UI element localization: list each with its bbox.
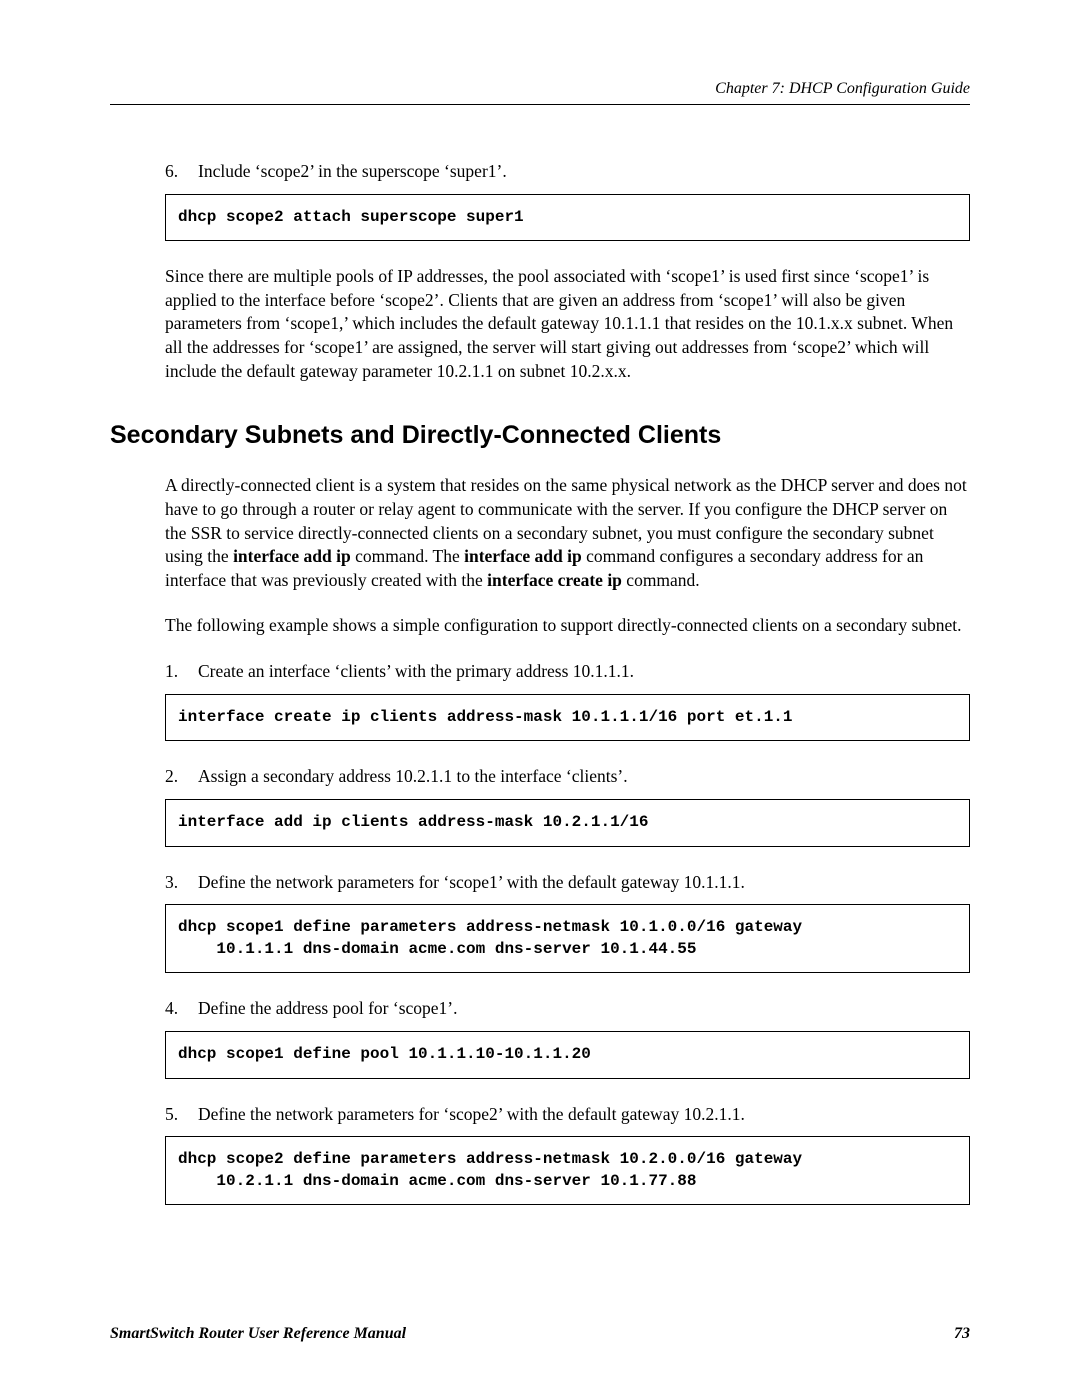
step-2: 2. Assign a secondary address 10.2.1.1 t… bbox=[165, 765, 970, 789]
step-text: Define the address pool for ‘scope1’. bbox=[198, 997, 458, 1021]
step-6: 6. Include ‘scope2’ in the superscope ‘s… bbox=[165, 160, 970, 184]
step-1: 1. Create an interface ‘clients’ with th… bbox=[165, 660, 970, 684]
step-number: 2. bbox=[165, 765, 198, 789]
text-run: command. bbox=[622, 570, 700, 590]
bold-command: interface create ip bbox=[487, 570, 622, 590]
code-block: dhcp scope2 attach superscope super1 bbox=[165, 194, 970, 242]
step-text: Define the network parameters for ‘scope… bbox=[198, 1103, 745, 1127]
step-3: 3. Define the network parameters for ‘sc… bbox=[165, 871, 970, 895]
code-block: dhcp scope1 define pool 10.1.1.10-10.1.1… bbox=[165, 1031, 970, 1079]
code-block: dhcp scope2 define parameters address-ne… bbox=[165, 1136, 970, 1205]
text-run: command. The bbox=[351, 546, 464, 566]
section-heading: Secondary Subnets and Directly-Connected… bbox=[110, 421, 970, 450]
page: Chapter 7: DHCP Configuration Guide 6. I… bbox=[0, 0, 1080, 1397]
paragraph: Since there are multiple pools of IP add… bbox=[165, 265, 970, 383]
footer-page-number: 73 bbox=[954, 1325, 970, 1343]
step-number: 4. bbox=[165, 997, 198, 1021]
step-text: Assign a secondary address 10.2.1.1 to t… bbox=[198, 765, 628, 789]
content-block-top: 6. Include ‘scope2’ in the superscope ‘s… bbox=[165, 160, 970, 383]
code-block: interface create ip clients address-mask… bbox=[165, 694, 970, 742]
step-number: 1. bbox=[165, 660, 198, 684]
code-block: interface add ip clients address-mask 10… bbox=[165, 799, 970, 847]
chapter-header: Chapter 7: DHCP Configuration Guide bbox=[110, 80, 970, 105]
step-number: 3. bbox=[165, 871, 198, 895]
bold-command: interface add ip bbox=[233, 546, 351, 566]
step-text: Create an interface ‘clients’ with the p… bbox=[198, 660, 634, 684]
footer-manual-title: SmartSwitch Router User Reference Manual bbox=[110, 1325, 406, 1343]
step-5: 5. Define the network parameters for ‘sc… bbox=[165, 1103, 970, 1127]
step-text: Define the network parameters for ‘scope… bbox=[198, 871, 745, 895]
content-block-main: A directly-connected client is a system … bbox=[165, 474, 970, 1205]
paragraph: The following example shows a simple con… bbox=[165, 614, 970, 638]
code-block: dhcp scope1 define parameters address-ne… bbox=[165, 904, 970, 973]
step-4: 4. Define the address pool for ‘scope1’. bbox=[165, 997, 970, 1021]
bold-command: interface add ip bbox=[464, 546, 582, 566]
step-number: 5. bbox=[165, 1103, 198, 1127]
paragraph-with-bold: A directly-connected client is a system … bbox=[165, 474, 970, 592]
step-text: Include ‘scope2’ in the superscope ‘supe… bbox=[198, 160, 507, 184]
step-number: 6. bbox=[165, 160, 198, 184]
page-footer: SmartSwitch Router User Reference Manual… bbox=[110, 1325, 970, 1343]
